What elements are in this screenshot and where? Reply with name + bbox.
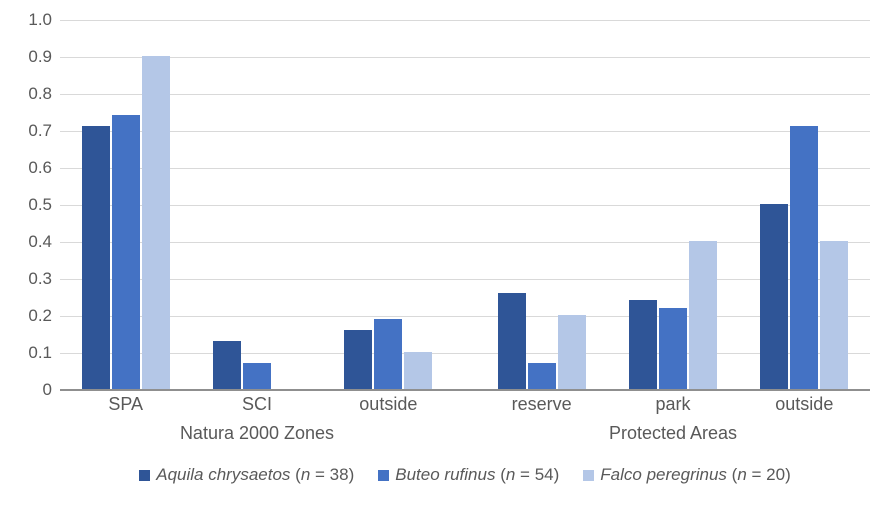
bar: [213, 341, 241, 389]
bar: [558, 315, 586, 389]
bar: [528, 363, 556, 389]
bar: [243, 363, 271, 389]
y-tick-label: 0.7: [28, 121, 60, 141]
legend-species-1: Buteo rufinus: [395, 465, 495, 484]
bar-groups: [60, 20, 870, 389]
bar-group: [60, 20, 191, 389]
y-tick-label: 0.5: [28, 195, 60, 215]
grouped-bar-chart: 00.10.20.30.40.50.60.70.80.91.0 SPASCIou…: [10, 10, 886, 509]
x-tick-label: park: [607, 394, 738, 415]
x-tick-label: outside: [739, 394, 870, 415]
bar: [790, 126, 818, 389]
bar: [404, 352, 432, 389]
x-tick-label: SCI: [191, 394, 322, 415]
legend-item-2: Falco peregrinus (n = 20): [583, 465, 790, 485]
plot-area: 00.10.20.30.40.50.60.70.80.91.0: [60, 20, 870, 390]
x-tick-label: reserve: [476, 394, 607, 415]
bar-group: [191, 20, 322, 389]
x-axis-super-categories: Natura 2000 Zones Protected Areas: [60, 423, 870, 444]
legend-n-1: 54: [535, 465, 554, 484]
legend-species-2: Falco peregrinus: [600, 465, 727, 484]
y-tick-label: 0.9: [28, 47, 60, 67]
bar-group: [607, 20, 738, 389]
y-tick-label: 0.2: [28, 306, 60, 326]
bar-group: [476, 20, 607, 389]
legend-species-0: Aquila chrysaetos: [156, 465, 290, 484]
y-tick-label: 0.4: [28, 232, 60, 252]
bar-group: [323, 20, 454, 389]
legend-swatch-icon: [139, 470, 150, 481]
group-gap: [454, 20, 476, 389]
x-tick-label: SPA: [60, 394, 191, 415]
bar: [659, 308, 687, 389]
bar-group: [739, 20, 870, 389]
legend-n-0: 38: [330, 465, 349, 484]
bar: [374, 319, 402, 389]
legend-swatch-icon: [583, 470, 594, 481]
bar: [142, 56, 170, 389]
x-super-category-label: Protected Areas: [476, 423, 870, 444]
x-axis-labels: SPASCIoutsidereserveparkoutside: [60, 394, 870, 415]
legend-swatch-icon: [378, 470, 389, 481]
y-tick-label: 1.0: [28, 10, 60, 30]
legend-item-0: Aquila chrysaetos (n = 38): [139, 465, 354, 485]
legend-item-1: Buteo rufinus (n = 54): [378, 465, 559, 485]
y-tick-label: 0: [43, 380, 60, 400]
gridline: [60, 390, 870, 391]
y-tick-label: 0.6: [28, 158, 60, 178]
y-tick-label: 0.3: [28, 269, 60, 289]
y-tick-label: 0.1: [28, 343, 60, 363]
bar: [344, 330, 372, 389]
bar: [760, 204, 788, 389]
legend-n-2: 20: [766, 465, 785, 484]
bar: [629, 300, 657, 389]
legend: Aquila chrysaetos (n = 38) Buteo rufinus…: [60, 465, 870, 485]
y-tick-label: 0.8: [28, 84, 60, 104]
bar: [498, 293, 526, 389]
bar: [820, 241, 848, 389]
bar: [82, 126, 110, 389]
bar: [112, 115, 140, 389]
x-super-category-label: Natura 2000 Zones: [60, 423, 454, 444]
bar: [689, 241, 717, 389]
x-tick-label: outside: [323, 394, 454, 415]
